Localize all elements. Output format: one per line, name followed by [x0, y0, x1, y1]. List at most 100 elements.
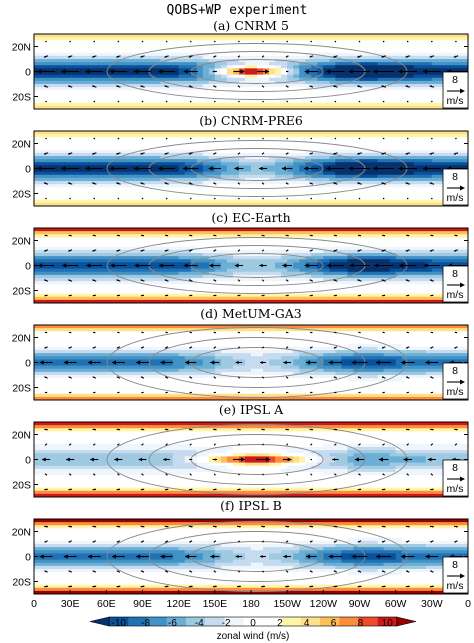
lon-tick-label: 60E: [97, 598, 116, 610]
wind-field: [34, 519, 468, 594]
colorbar: -10 -8 -6 -4 -2 0 2 4 6 8 10 zonal wind (m/s): [89, 616, 417, 642]
colorbar-tick-label: -2: [222, 618, 231, 629]
lat-tick-label: 0: [25, 552, 31, 564]
lon-tick-label: 90E: [133, 598, 152, 610]
panel-title: (d) MetUM-GA3: [200, 306, 302, 321]
panel-title: (c) EC-Earth: [211, 210, 290, 225]
lon-tick-label: 30E: [61, 598, 80, 610]
colorbar-swatch: [396, 616, 417, 627]
lat-tick-label: 20N: [12, 139, 31, 151]
lon-tick-label: 60W: [385, 598, 407, 610]
colorbar-swatch: [281, 617, 302, 626]
lon-tick-label: 30W: [421, 598, 443, 610]
lon-tick-label: 120E: [166, 598, 191, 610]
lat-tick-label: 20N: [12, 42, 31, 54]
lon-tick-label: 0: [465, 598, 471, 610]
wind-field: [34, 422, 468, 497]
colorbar-swatch: [109, 617, 129, 626]
reference-vector-value: 8: [452, 74, 458, 86]
colorbar-tick-label: 6: [331, 618, 337, 629]
lat-tick-label: 0: [25, 67, 31, 79]
colorbar-swatch: [320, 617, 340, 626]
colorbar-swatch: [205, 617, 225, 626]
lat-tick-label: 20S: [12, 577, 31, 589]
longitude-axis: 0 30E 60E 90E 120E 150E 180 150W 120W 90W 60W 30W 0: [31, 590, 471, 610]
panels-group: (a) CNRM 5 20N 0 20S 8 m/s (b) CNRM-PRE6 20N 0 20…: [12, 18, 469, 595]
figure-title: QOBS+WP experiment: [167, 3, 308, 18]
colorbar-label: zonal wind (m/s): [217, 631, 290, 642]
colorbar-tick-label: 10: [382, 618, 394, 629]
lat-tick-label: 0: [25, 164, 31, 176]
lon-tick-label: 0: [31, 598, 37, 610]
colorbar-swatch: [89, 616, 110, 627]
colorbar-swatch: [243, 617, 263, 626]
lat-tick-label: 20S: [12, 286, 31, 298]
lat-tick-label: 0: [25, 261, 31, 273]
wind-field: [34, 325, 468, 400]
lat-tick-label: 20S: [12, 480, 31, 492]
panel-d: (d) MetUM-GA3 20N 0 20S 8 m/s: [12, 306, 469, 401]
reference-vector-box: [442, 265, 469, 303]
colorbar-tick-label: -4: [195, 618, 204, 629]
lat-tick-label: 20S: [12, 383, 31, 395]
lat-tick-label: 20N: [12, 333, 31, 345]
reference-vector-unit: m/s: [447, 483, 464, 495]
wind-field: [34, 34, 468, 109]
panel-e: (e) IPSL A 20N 0 20S 8 m/s: [12, 402, 469, 498]
colorbar-tick-label: -8: [141, 618, 150, 629]
lat-tick-label: 20S: [12, 92, 31, 104]
panel-f: (f) IPSL B 20N 0 20S 8 m/s: [12, 498, 469, 595]
colorbar-tick-label: 4: [304, 618, 310, 629]
panel-title: (e) IPSL A: [219, 402, 284, 417]
colorbar-swatch: [224, 617, 244, 626]
panel-a: (a) CNRM 5 20N 0 20S 8 m/s: [12, 18, 469, 110]
lat-tick-label: 0: [25, 358, 31, 370]
reference-vector-value: 8: [452, 365, 458, 377]
lon-tick-label: 150W: [273, 598, 301, 610]
reference-vector-box: [442, 459, 469, 497]
colorbar-swatch: [147, 617, 168, 626]
colorbar-swatch: [166, 617, 187, 626]
reference-vector-value: 8: [452, 268, 458, 280]
lat-tick-label: 20S: [12, 189, 31, 201]
lon-tick-label: 150E: [203, 598, 228, 610]
colorbar-swatch: [128, 617, 148, 626]
reference-vector-unit: m/s: [447, 192, 464, 204]
panel-b: (b) CNRM-PRE6 20N 0 20S 8 m/s: [12, 113, 469, 207]
colorbar-swatch: [185, 617, 206, 626]
reference-vector-unit: m/s: [447, 386, 464, 398]
panel-title: (f) IPSL B: [220, 498, 282, 513]
colorbar-swatch: [300, 617, 321, 626]
lat-tick-label: 20N: [12, 236, 31, 248]
panel-c: (c) EC-Earth 20N 0 20S 8 m/s: [12, 210, 469, 304]
colorbar-tick-label: 2: [277, 618, 283, 629]
reference-vector-box: [442, 556, 469, 594]
reference-vector-unit: m/s: [447, 580, 464, 592]
reference-vector-value: 8: [452, 171, 458, 183]
lat-tick-label: 20N: [12, 430, 31, 442]
wind-field: [34, 131, 468, 206]
reference-vector-value: 8: [452, 559, 458, 571]
colorbar-tick-label: 8: [358, 618, 364, 629]
reference-vector-box: [442, 71, 469, 109]
reference-vector-box: [442, 362, 469, 400]
reference-vector-box: [442, 168, 469, 206]
colorbar-swatch: [377, 617, 398, 626]
colorbar-swatch: [262, 617, 283, 626]
lat-tick-label: 20N: [12, 527, 31, 539]
reference-vector-value: 8: [452, 462, 458, 474]
lon-tick-label: 90W: [349, 598, 371, 610]
colorbar-swatch: [339, 617, 359, 626]
lon-tick-label: 180: [242, 598, 260, 610]
colorbar-tick-label: 0: [250, 618, 256, 629]
reference-vector-unit: m/s: [447, 289, 464, 301]
lon-tick-label: 120W: [310, 598, 338, 610]
lat-tick-label: 0: [25, 455, 31, 467]
wind-field: [34, 228, 468, 303]
colorbar-swatch: [358, 617, 378, 626]
reference-vector-unit: m/s: [447, 95, 464, 107]
panel-title: (a) CNRM 5: [213, 18, 289, 33]
colorbar-tick-label: -6: [168, 618, 177, 629]
colorbar-tick-label: -10: [112, 618, 127, 629]
